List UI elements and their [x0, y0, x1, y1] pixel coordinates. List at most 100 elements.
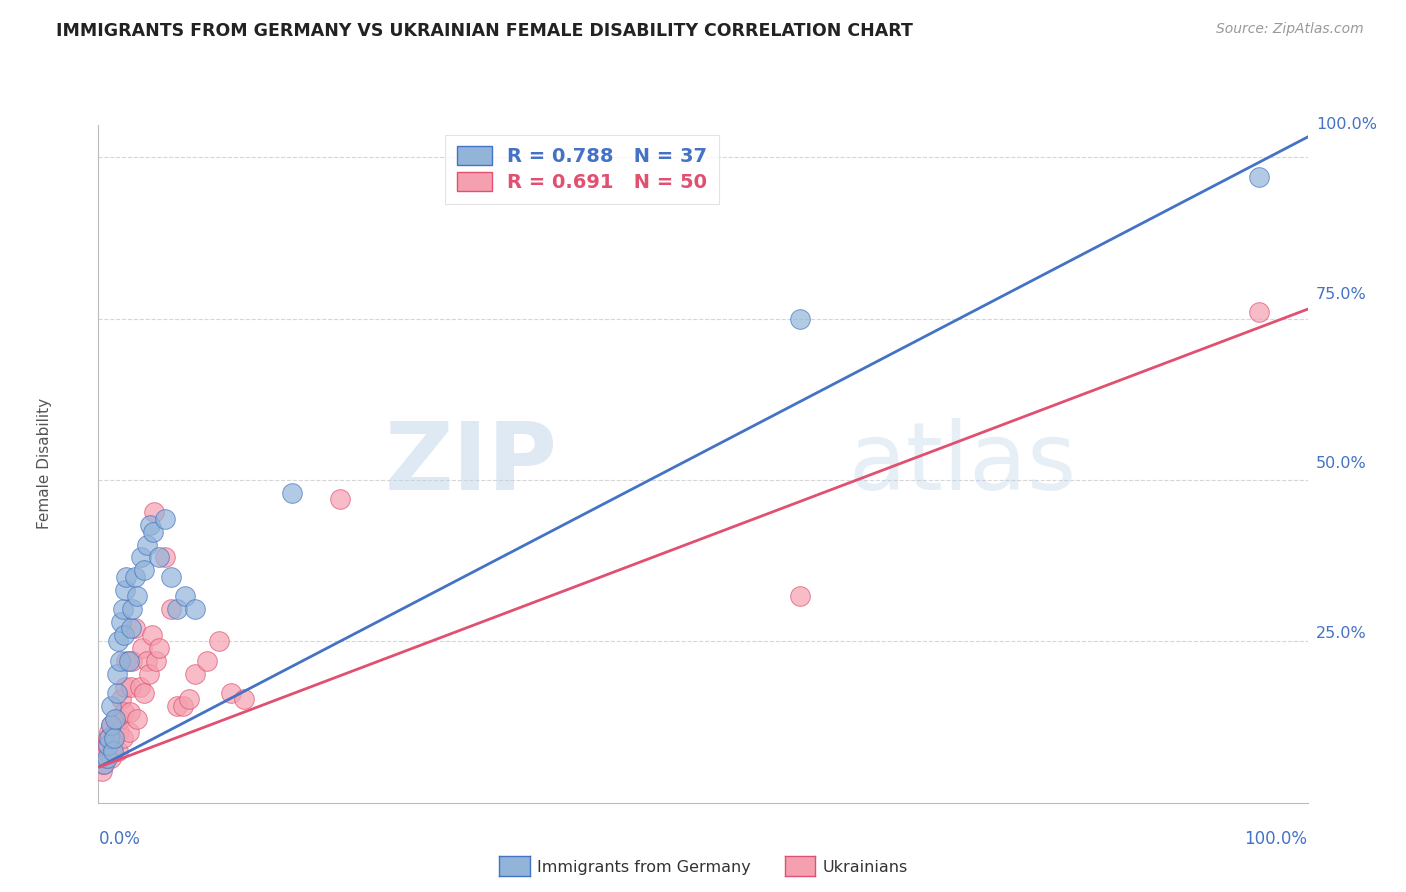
Point: [103, 731, 125, 746]
Text: 25.0%: 25.0%: [1316, 626, 1367, 640]
Point: [110, 615, 132, 629]
Point: [142, 524, 165, 539]
Point: [100, 718, 122, 732]
Point: [98, 724, 121, 739]
Point: [118, 654, 141, 668]
Point: [138, 666, 160, 681]
Text: ZIP: ZIP: [385, 417, 558, 510]
Point: [141, 628, 163, 642]
Point: [103, 731, 125, 746]
Point: [114, 680, 136, 694]
Point: [174, 589, 197, 603]
Point: [118, 706, 141, 720]
Point: [96, 738, 118, 752]
Point: [100, 750, 122, 764]
Point: [160, 602, 183, 616]
Point: [124, 570, 146, 584]
Point: [120, 680, 142, 694]
Point: [184, 666, 207, 681]
Point: [91, 757, 114, 772]
Point: [108, 654, 131, 668]
Point: [105, 666, 128, 681]
Point: [208, 634, 231, 648]
Point: [104, 712, 127, 726]
Point: [108, 712, 131, 726]
Point: [134, 563, 156, 577]
Point: [100, 698, 122, 713]
Point: [166, 698, 188, 713]
Text: Source: ZipAtlas.com: Source: ZipAtlas.com: [1216, 22, 1364, 37]
Point: [221, 686, 243, 700]
Point: [100, 744, 122, 758]
Point: [148, 550, 170, 565]
Point: [129, 550, 152, 565]
Point: [134, 686, 156, 700]
Point: [127, 712, 149, 726]
Point: [135, 537, 157, 551]
Point: [172, 698, 194, 713]
Point: [107, 634, 129, 648]
Point: [114, 582, 136, 597]
Point: [96, 750, 118, 764]
Point: [121, 654, 143, 668]
Point: [131, 640, 153, 655]
Point: [101, 738, 124, 752]
Point: [112, 706, 135, 720]
Point: [789, 311, 811, 326]
Text: 100.0%: 100.0%: [1316, 118, 1376, 132]
Point: [184, 602, 207, 616]
Point: [153, 512, 176, 526]
Text: IMMIGRANTS FROM GERMANY VS UKRAINIAN FEMALE DISABILITY CORRELATION CHART: IMMIGRANTS FROM GERMANY VS UKRAINIAN FEM…: [56, 22, 912, 40]
Point: [1249, 169, 1271, 184]
Point: [124, 622, 146, 636]
Text: 100.0%: 100.0%: [1244, 830, 1308, 848]
Point: [108, 724, 131, 739]
Point: [110, 692, 132, 706]
Point: [91, 764, 114, 778]
Point: [93, 757, 115, 772]
Point: [105, 712, 128, 726]
Point: [789, 589, 811, 603]
Point: [232, 692, 254, 706]
Text: 75.0%: 75.0%: [1316, 287, 1367, 301]
Point: [115, 570, 138, 584]
Text: 0.0%: 0.0%: [98, 830, 141, 848]
Point: [139, 518, 162, 533]
Point: [153, 550, 176, 565]
Point: [166, 602, 188, 616]
Text: Ukrainians: Ukrainians: [823, 860, 908, 874]
Point: [107, 744, 129, 758]
Point: [101, 744, 124, 758]
Point: [195, 654, 218, 668]
Point: [143, 505, 166, 519]
Point: [115, 654, 138, 668]
Legend: R = 0.788   N = 37, R = 0.691   N = 50: R = 0.788 N = 37, R = 0.691 N = 50: [446, 135, 718, 203]
Text: Female Disability: Female Disability: [37, 398, 52, 530]
Point: [281, 486, 304, 500]
Point: [135, 654, 157, 668]
Point: [121, 602, 143, 616]
Text: atlas: atlas: [848, 417, 1077, 510]
Point: [128, 680, 150, 694]
Point: [111, 731, 134, 746]
Point: [97, 731, 120, 746]
Point: [104, 724, 127, 739]
Point: [120, 622, 142, 636]
Point: [94, 744, 117, 758]
Point: [160, 570, 183, 584]
Point: [98, 731, 121, 746]
Point: [145, 654, 167, 668]
Point: [97, 738, 120, 752]
Point: [112, 628, 135, 642]
Point: [100, 718, 122, 732]
Point: [329, 492, 352, 507]
Text: Immigrants from Germany: Immigrants from Germany: [537, 860, 751, 874]
Point: [118, 724, 141, 739]
Point: [1249, 305, 1271, 319]
Point: [177, 692, 201, 706]
Point: [93, 750, 115, 764]
Point: [148, 640, 170, 655]
Point: [105, 686, 128, 700]
Text: 50.0%: 50.0%: [1316, 457, 1367, 471]
Point: [111, 602, 134, 616]
